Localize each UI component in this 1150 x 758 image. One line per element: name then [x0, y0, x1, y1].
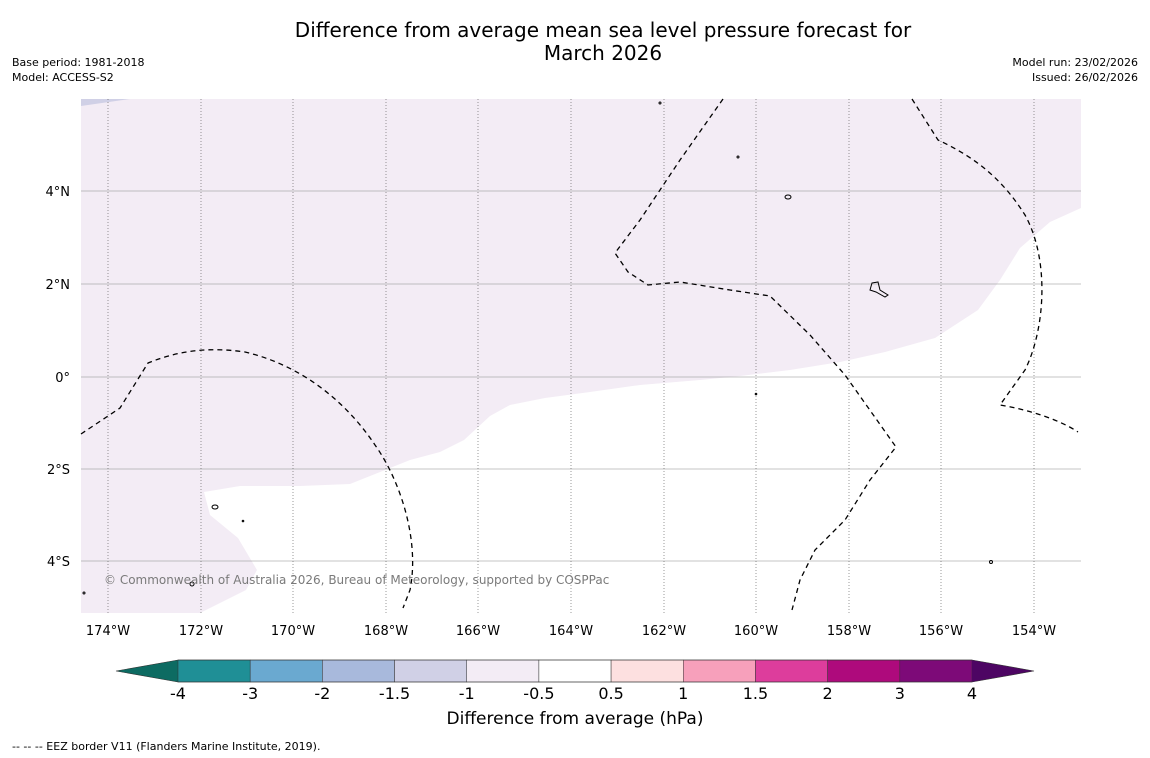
x-tick-label: 164°W	[549, 624, 593, 639]
islands	[82, 101, 993, 595]
colorbar-segment	[755, 659, 828, 683]
island-3	[189, 581, 195, 587]
colorbar-tick-label: 1.5	[743, 684, 768, 703]
x-tick-label: 166°W	[456, 624, 500, 639]
anomaly-region-top-left	[81, 99, 130, 106]
x-tick-label: 174°W	[86, 624, 130, 639]
colorbar-tick-label: -4	[170, 684, 186, 703]
map-area: © Commonwealth of Australia 2026, Bureau…	[80, 98, 1081, 613]
colorbar-segment	[394, 659, 467, 683]
colorbar: -4 -3 -2 -1.5 -1 -0.5 0.5 1 1.5 2 3 4	[115, 659, 1035, 703]
colorbar-tick-label: 1	[678, 684, 688, 703]
colorbar-tick-label: 0.5	[598, 684, 623, 703]
x-tick-label: 154°W	[1012, 624, 1056, 639]
island-4	[989, 560, 993, 564]
anomaly-region-light	[81, 99, 1081, 613]
colorbar-outline	[115, 659, 1035, 683]
x-tick-label: 160°W	[734, 624, 778, 639]
island-2	[211, 504, 219, 510]
colorbar-tick-label: 4	[967, 684, 977, 703]
x-tick-label: 158°W	[827, 624, 871, 639]
y-tick-label: 4°S	[47, 555, 70, 570]
issued-date: Issued: 26/02/2026	[1031, 71, 1138, 84]
colorbar-segment	[683, 659, 756, 683]
meta-left: Base period: 1981-2018 Model: ACCESS-S2	[12, 55, 144, 85]
colorbar-segment	[538, 659, 612, 683]
colorbar-tick-label: -2	[314, 684, 330, 703]
x-axis-labels: 174°W 172°W 170°W 168°W 166°W 164°W 162°…	[86, 624, 1056, 639]
title-line-1: Difference from average mean sea level p…	[294, 18, 912, 42]
model-run: Model run: 23/02/2026	[1012, 56, 1138, 69]
island-6	[736, 155, 740, 159]
y-axis-labels: 4°N 2°N 0° 2°S 4°S	[46, 185, 71, 570]
colorbar-label: Difference from average (hPa)	[446, 709, 704, 729]
colorbar-tick-label: -0.5	[523, 684, 554, 703]
island-9	[82, 591, 86, 595]
y-tick-label: 4°N	[46, 185, 71, 200]
island-1	[784, 194, 792, 200]
eez-border-kiribati-line	[614, 98, 897, 611]
y-tick-label: 0°	[55, 371, 70, 386]
colorbar-tick-label: -1	[459, 684, 475, 703]
colorbar-segment	[899, 659, 973, 683]
colorbar-segment	[466, 659, 540, 683]
island-5	[658, 101, 662, 105]
y-tick-label: 2°S	[47, 463, 70, 478]
colorbar-extend-high	[972, 660, 1034, 682]
colorbar-tick-label: -3	[242, 684, 258, 703]
colorbar-segment	[249, 659, 323, 683]
copyright-text: © Commonwealth of Australia 2026, Bureau…	[104, 573, 609, 587]
x-tick-label: 172°W	[179, 624, 223, 639]
eez-footnote: -- -- -- EEZ border V11 (Flanders Marine…	[12, 740, 321, 753]
island-7	[754, 392, 758, 396]
colorbar-segment	[177, 659, 251, 683]
x-tick-label: 168°W	[364, 624, 408, 639]
y-tick-label: 2°N	[46, 278, 71, 293]
model-name: Model: ACCESS-S2	[12, 71, 114, 84]
title-line-2: March 2026	[543, 41, 663, 65]
grid-lines	[81, 190, 1081, 562]
colorbar-segment	[610, 659, 684, 683]
colorbar-tick-label: 2	[823, 684, 833, 703]
colorbar-tick-label: 3	[895, 684, 905, 703]
colorbar-segment	[322, 659, 395, 683]
island-8	[241, 519, 245, 523]
base-period: Base period: 1981-2018	[12, 56, 145, 69]
x-tick-label: 156°W	[919, 624, 963, 639]
x-tick-label: 162°W	[642, 624, 686, 639]
eez-borders	[80, 98, 1079, 611]
chart-title: Difference from average mean sea level p…	[0, 19, 1150, 65]
colorbar-tick-label: -1.5	[379, 684, 410, 703]
island-kiritimati	[869, 281, 889, 298]
colorbar-segment	[827, 659, 901, 683]
x-tick-label: 170°W	[271, 624, 315, 639]
meta-right: Model run: 23/02/2026 Issued: 26/02/2026	[1012, 55, 1138, 85]
colorbar-extend-low	[116, 660, 178, 682]
